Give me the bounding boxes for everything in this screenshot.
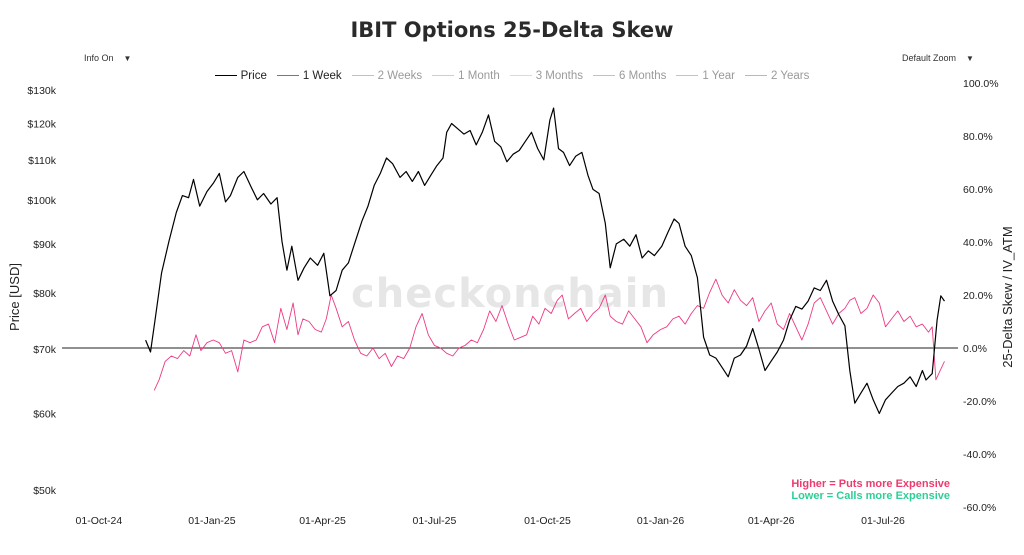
x-axis-ticks: 01-Oct-24 01-Jan-25 01-Apr-25 01-Jul-25 01-O…: [76, 515, 906, 527]
series-line-price: [145, 107, 945, 415]
left-tick-label: $120k: [27, 118, 56, 130]
legend-swatch: [509, 75, 532, 76]
legend-swatch: [744, 75, 767, 76]
x-tick-label: 01-Jan-26: [637, 515, 684, 527]
watermark-text: checkonchain: [351, 271, 669, 317]
left-tick-label: $100k: [27, 195, 56, 207]
legend-label: Price: [240, 69, 267, 82]
left-tick-label: $130k: [27, 85, 56, 97]
x-tick-label: 01-Jan-25: [188, 515, 235, 527]
legend-label: 1 Month: [458, 69, 500, 82]
right-tick-label: -20.0%: [963, 396, 996, 408]
legend-item-6-months[interactable]: 6 Months: [593, 70, 666, 82]
left-tick-label: $50k: [33, 485, 57, 497]
legend-item-1-year[interactable]: 1 Year: [676, 70, 735, 82]
annotation-puts: Higher = Puts more Expensive: [791, 478, 950, 490]
x-tick-label: 01-Apr-26: [748, 515, 795, 527]
legend-item-1-month[interactable]: 1 Month: [432, 70, 500, 82]
zoom-dropdown-label: Default Zoom: [902, 53, 957, 63]
left-tick-label: $70k: [33, 344, 57, 356]
legend-label: 2 Weeks: [377, 69, 423, 82]
legend-label: 3 Months: [535, 69, 584, 82]
series-layer: [145, 107, 945, 415]
right-tick-label: 100.0%: [963, 78, 999, 90]
legend-item-1-week[interactable]: 1 Week: [276, 69, 342, 82]
left-tick-label: $110k: [28, 155, 57, 167]
legend-swatch: [214, 75, 237, 76]
chart-title: IBIT Options 25-Delta Skew: [350, 18, 674, 42]
legend-item-2-weeks[interactable]: 2 Weeks: [351, 69, 423, 82]
legend-label: 1 Year: [702, 69, 735, 82]
legend-swatch: [676, 75, 699, 76]
left-axis-label: Price [USD]: [7, 263, 22, 331]
right-tick-label: -40.0%: [963, 449, 996, 461]
zoom-dropdown[interactable]: Default Zoom ▼: [902, 53, 974, 63]
right-tick-label: 0.0%: [963, 343, 987, 355]
legend-item-3-months[interactable]: 3 Months: [509, 69, 584, 82]
right-axis-label: 25-Delta Skew / IV_ATM: [1000, 226, 1015, 367]
right-tick-label: 20.0%: [963, 290, 993, 302]
legend-label: 6 Months: [619, 69, 667, 82]
legend-item-2-years[interactable]: 2 Years: [744, 69, 810, 82]
legend-swatch: [351, 75, 374, 76]
left-tick-label: $60k: [33, 408, 57, 420]
info-toggle-label: Info On: [84, 53, 114, 63]
legend-item-price[interactable]: Price: [214, 69, 267, 82]
legend-swatch: [432, 75, 455, 76]
annotation-calls: Lower = Calls more Expensive: [791, 490, 950, 502]
watermark: checkonchain: [351, 271, 669, 317]
legend: Price 1 Week 2 Weeks 1 Month 3 Months 6 Month…: [0, 67, 1024, 82]
left-tick-label: $90k: [33, 239, 57, 251]
right-tick-label: 60.0%: [963, 184, 993, 196]
right-tick-label: 40.0%: [963, 237, 993, 249]
x-tick-label: 01-Oct-25: [524, 515, 571, 527]
legend-swatch: [593, 75, 616, 76]
left-axis-ticks: $50k $60k $70k $80k $90k $100k $110k $120k $130k: [27, 85, 56, 497]
right-tick-label: -60.0%: [963, 502, 996, 514]
right-tick-label: 80.0%: [963, 131, 993, 143]
right-axis-ticks: 100.0% 80.0% 60.0% 40.0% 20.0% 0.0% -20.0% -40.…: [963, 78, 999, 514]
left-tick-label: $80k: [33, 288, 57, 300]
x-tick-label: 01-Jul-26: [861, 515, 905, 527]
info-toggle[interactable]: Info On ▼: [84, 53, 131, 63]
legend-label: 2 Years: [770, 69, 810, 82]
x-tick-label: 01-Jul-25: [413, 515, 457, 527]
legend-swatch: [276, 75, 299, 76]
series-line-1-week: [153, 278, 945, 391]
x-tick-label: 01-Oct-24: [76, 515, 123, 527]
chevron-down-icon: ▼: [123, 54, 132, 63]
legend-label: 1 Week: [302, 69, 342, 82]
chevron-down-icon: ▼: [966, 54, 974, 63]
x-tick-label: 01-Apr-25: [299, 515, 346, 527]
